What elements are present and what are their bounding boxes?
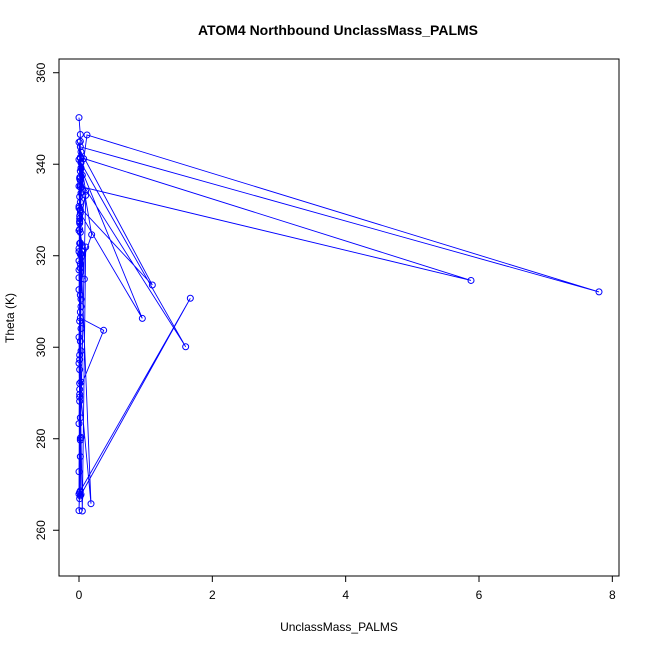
- data-point: [78, 507, 86, 515]
- data-point: [77, 295, 85, 303]
- data-point: [78, 171, 86, 179]
- data-point: [76, 137, 84, 145]
- y-axis-label: Theta (K): [3, 293, 17, 343]
- x-tick-label: 6: [476, 588, 483, 602]
- data-point: [76, 351, 84, 359]
- data-point: [76, 356, 84, 364]
- data-point: [76, 181, 84, 189]
- y-tick-label: 300: [34, 337, 48, 357]
- data-point: [76, 366, 84, 374]
- data-point: [77, 324, 85, 332]
- data-point: [75, 333, 83, 341]
- x-tick-label: 4: [342, 588, 349, 602]
- data-point: [595, 288, 603, 296]
- x-axis-label: UnclassMass_PALMS: [280, 620, 398, 634]
- data-point: [76, 390, 84, 398]
- data-point: [100, 326, 108, 334]
- data-point: [182, 343, 190, 351]
- data-point: [76, 453, 84, 461]
- data-point: [76, 183, 84, 191]
- data-point: [76, 209, 84, 217]
- data-point: [75, 468, 83, 476]
- data-point: [467, 276, 475, 284]
- y-tick-label: 320: [34, 245, 48, 265]
- data-point: [75, 420, 83, 428]
- data-point: [76, 217, 84, 225]
- data-point: [76, 337, 84, 345]
- series-line: [78, 117, 600, 512]
- y-axis: 260 280 300 320 340 360: [34, 62, 60, 540]
- data-point: [186, 294, 194, 302]
- data-point: [76, 487, 84, 495]
- data-point: [76, 228, 84, 236]
- data-point: [75, 138, 83, 146]
- data-point: [75, 114, 83, 122]
- data-point: [76, 219, 84, 227]
- data-point: [76, 495, 84, 503]
- data-point: [82, 187, 90, 195]
- data-point: [77, 159, 85, 167]
- data-point: [75, 490, 83, 498]
- x-axis: 0 2 4 6 8: [76, 575, 616, 602]
- data-point: [77, 378, 85, 386]
- y-tick-label: 280: [34, 428, 48, 448]
- data-point: [76, 167, 84, 175]
- data-point: [75, 257, 83, 265]
- y-tick-label: 260: [34, 520, 48, 540]
- data-point: [82, 243, 90, 251]
- data-point: [77, 433, 85, 441]
- data-point: [76, 206, 84, 214]
- data-point: [76, 143, 84, 151]
- data-point: [77, 164, 85, 172]
- data-point: [76, 434, 84, 442]
- data-point: [138, 314, 146, 322]
- data-point: [76, 239, 84, 247]
- data-point: [148, 281, 156, 289]
- data-point: [77, 347, 85, 355]
- series-layer: [75, 114, 603, 515]
- chart-title: ATOM4 Northbound UnclassMass_PALMS: [198, 22, 478, 38]
- data-point: [76, 385, 84, 393]
- data-point: [76, 260, 84, 268]
- x-tick-label: 0: [76, 588, 83, 602]
- data-point: [76, 264, 84, 272]
- data-point: [76, 291, 84, 299]
- x-tick-label: 8: [609, 588, 616, 602]
- data-point: [77, 303, 85, 311]
- y-tick-label: 340: [34, 154, 48, 174]
- data-point: [76, 314, 84, 322]
- y-tick-label: 360: [34, 62, 48, 82]
- data-point: [76, 198, 84, 206]
- data-point: [75, 227, 83, 235]
- x-tick-label: 2: [209, 588, 216, 602]
- data-point: [77, 148, 85, 156]
- data-point: [76, 130, 84, 138]
- data-point: [75, 507, 83, 515]
- data-point: [87, 500, 95, 508]
- data-point: [76, 317, 84, 325]
- data-point: [83, 131, 91, 139]
- data-point: [76, 393, 84, 401]
- data-point: [80, 275, 88, 283]
- data-point: [76, 250, 84, 258]
- data-point: [88, 231, 96, 239]
- data-point: [76, 436, 84, 444]
- data-point: [75, 202, 83, 210]
- data-point: [76, 397, 84, 405]
